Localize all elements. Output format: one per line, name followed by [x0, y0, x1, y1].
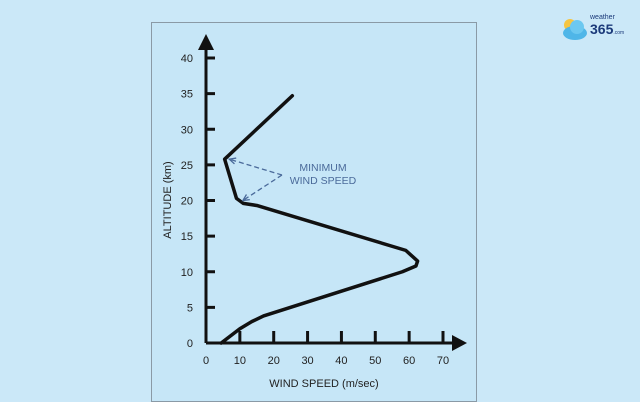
cloud-sun-icon [560, 14, 592, 44]
y-tick-label: 35 [181, 89, 193, 101]
x-tick-label: 70 [437, 355, 449, 367]
y-axis-label: ALTITUDE (km) [162, 161, 174, 238]
x-axis-arrow [452, 335, 467, 351]
x-tick-label: 60 [403, 355, 415, 367]
x-tick-label: 40 [335, 355, 347, 367]
y-tick-label: 30 [181, 124, 193, 136]
y-tick-label: 5 [187, 302, 193, 314]
annotation-arrow [229, 159, 282, 175]
x-tick-label: 30 [301, 355, 313, 367]
annotation-line-1: MINIMUM [299, 162, 346, 174]
annotation-line-2: WIND SPEED [290, 175, 357, 187]
annotation-arrow [243, 175, 282, 201]
logo-number: 365.com [590, 22, 624, 36]
x-axis-label: WIND SPEED (m/sec) [269, 378, 378, 390]
y-tick-label: 10 [181, 267, 193, 279]
logo-word: weather [590, 14, 615, 21]
wind-speed-line [221, 96, 417, 343]
x-tick-label: 20 [268, 355, 280, 367]
x-tick-label: 0 [203, 355, 209, 367]
y-tick-label: 15 [181, 231, 193, 243]
y-axis-arrow [198, 34, 214, 50]
x-tick-label: 10 [234, 355, 246, 367]
y-tick-label: 25 [181, 160, 193, 172]
y-tick-label: 40 [181, 53, 193, 65]
y-tick-label: 20 [181, 196, 193, 208]
y-tick-label: 0 [187, 338, 193, 350]
x-tick-label: 50 [369, 355, 381, 367]
